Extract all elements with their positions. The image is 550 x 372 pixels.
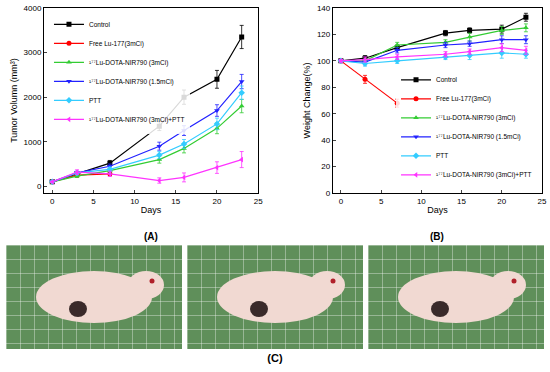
svg-text:¹⁷⁷Lu-DOTA-NIR790 (3mCi): ¹⁷⁷Lu-DOTA-NIR790 (3mCi) [89, 59, 168, 67]
svg-text:(B): (B) [430, 231, 444, 242]
svg-text:Tumor Volumn (mm³): Tumor Volumn (mm³) [9, 58, 19, 143]
svg-text:15: 15 [457, 197, 466, 206]
svg-text:Days: Days [141, 205, 162, 215]
svg-text:0: 0 [326, 189, 331, 198]
svg-text:PTT: PTT [89, 97, 101, 104]
svg-text:40: 40 [321, 136, 330, 145]
svg-text:4000: 4000 [24, 4, 42, 13]
svg-text:2000: 2000 [24, 93, 42, 102]
svg-text:140: 140 [317, 4, 331, 13]
svg-text:0: 0 [50, 197, 55, 206]
svg-text:60: 60 [321, 110, 330, 119]
svg-text:10: 10 [417, 197, 426, 206]
svg-text:Days: Days [427, 205, 448, 215]
svg-text:120: 120 [317, 30, 331, 39]
svg-text:¹⁷⁷Lu-DOTA-NIR790 (3mCi): ¹⁷⁷Lu-DOTA-NIR790 (3mCi) [436, 114, 515, 122]
svg-text:Free Lu-177(3mCi): Free Lu-177(3mCi) [89, 40, 144, 48]
svg-text:Control: Control [89, 21, 111, 28]
svg-text:PTT: PTT [436, 152, 448, 159]
svg-text:20: 20 [213, 197, 222, 206]
svg-text:100: 100 [317, 57, 331, 66]
svg-text:5: 5 [91, 197, 96, 206]
svg-text:3000: 3000 [24, 48, 42, 57]
svg-text:80: 80 [321, 83, 330, 92]
html-text:(C): (C) [267, 352, 283, 364]
svg-text:Weight Change(%): Weight Change(%) [302, 63, 312, 139]
svg-text:0: 0 [339, 197, 344, 206]
svg-text:¹⁷⁷Lu-DOTA-NIR790 (1.5mCi): ¹⁷⁷Lu-DOTA-NIR790 (1.5mCi) [436, 133, 521, 141]
svg-text:¹⁷⁷Lu-DOTA-NIR790 (3mCi)+PTT: ¹⁷⁷Lu-DOTA-NIR790 (3mCi)+PTT [436, 171, 531, 179]
svg-text:20: 20 [321, 162, 330, 171]
svg-text:15: 15 [171, 197, 180, 206]
svg-text:1000: 1000 [24, 138, 42, 147]
svg-text:10: 10 [130, 197, 139, 206]
svg-text:(A): (A) [144, 231, 158, 242]
svg-text:0: 0 [37, 182, 42, 191]
svg-text:20: 20 [497, 197, 506, 206]
svg-text:¹⁷⁷Lu-DOTA-NIR790 (1.5mCi): ¹⁷⁷Lu-DOTA-NIR790 (1.5mCi) [89, 78, 174, 86]
svg-text:¹⁷⁷Lu-DOTA-NIR790 (3mCi)+PTT: ¹⁷⁷Lu-DOTA-NIR790 (3mCi)+PTT [89, 116, 184, 124]
svg-text:Control: Control [436, 76, 458, 83]
svg-text:Free Lu-177(3mCi): Free Lu-177(3mCi) [436, 95, 491, 103]
svg-text:25: 25 [254, 197, 263, 206]
svg-text:5: 5 [379, 197, 384, 206]
svg-text:25: 25 [538, 197, 547, 206]
